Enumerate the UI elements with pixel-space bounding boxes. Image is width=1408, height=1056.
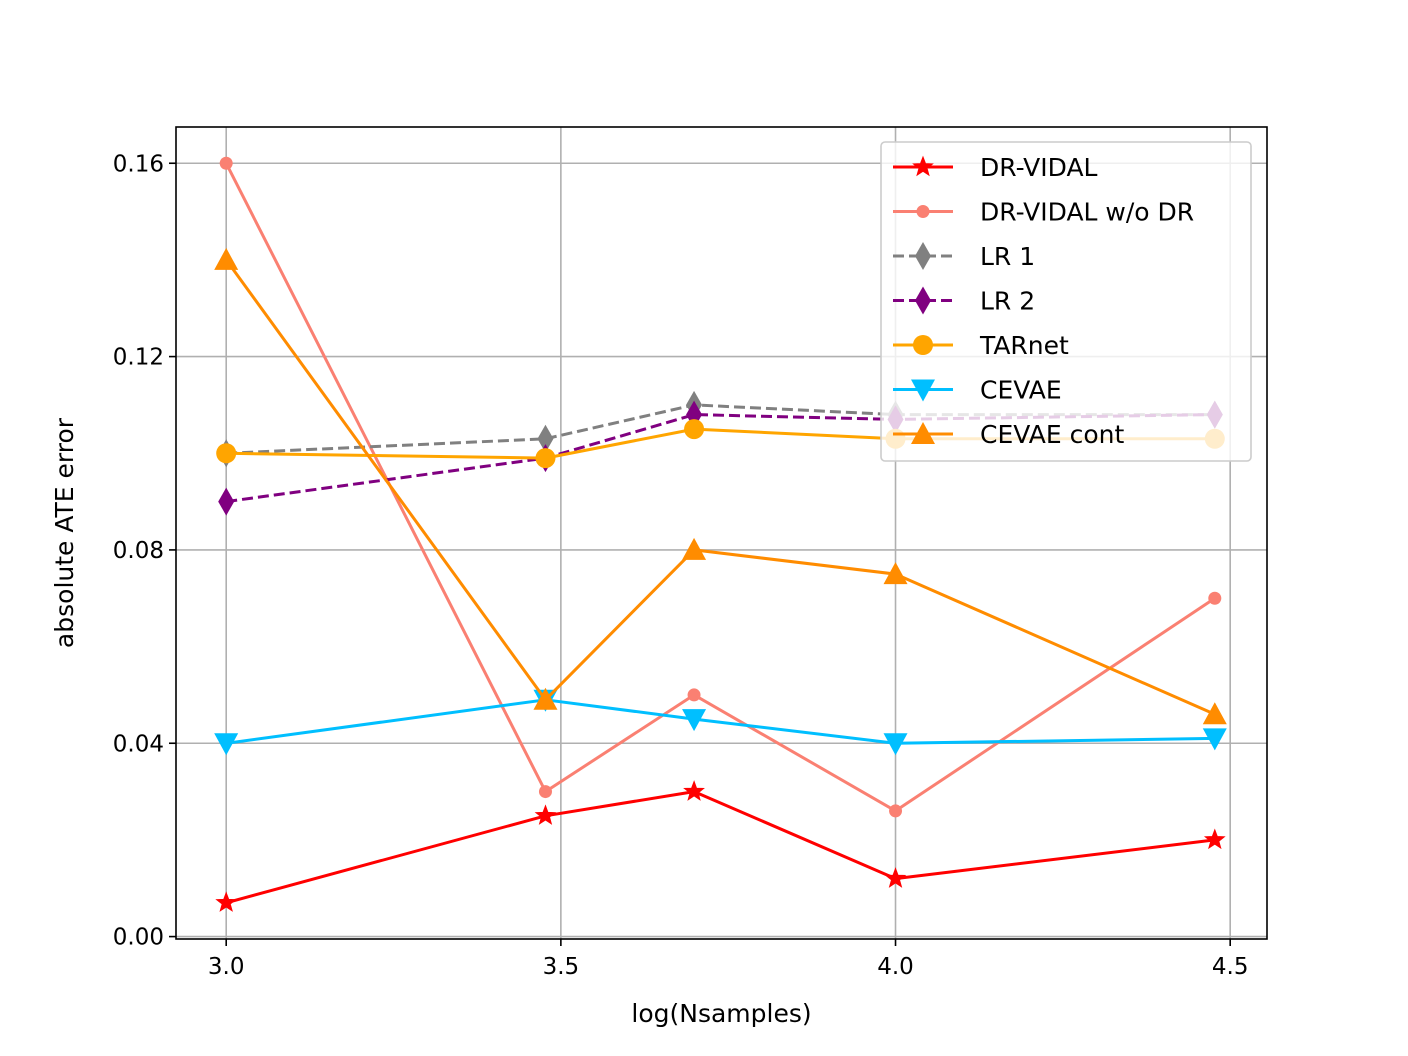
data-point — [214, 733, 239, 756]
legend-label: CEVAE cont — [980, 420, 1124, 449]
legend-label: TARnet — [979, 331, 1069, 360]
data-point — [216, 443, 237, 464]
series-cevae-cont — [214, 247, 1227, 725]
x-tick-label: 4.5 — [1212, 954, 1249, 980]
data-point — [214, 247, 239, 270]
data-point — [683, 780, 705, 801]
data-point — [215, 891, 238, 912]
x-tick-label: 3.5 — [543, 954, 580, 980]
data-point — [1202, 728, 1227, 751]
legend-marker — [912, 155, 934, 177]
legend-marker — [915, 286, 931, 315]
y-axis-label: absolute ATE error — [50, 417, 79, 648]
y-tick-label: 0.16 — [113, 151, 164, 177]
legend-label: DR-VIDAL w/o DR — [980, 198, 1194, 227]
data-point — [538, 785, 552, 799]
legend-marker — [916, 205, 930, 218]
data-point — [687, 688, 701, 702]
data-point — [537, 424, 554, 453]
data-point — [218, 487, 235, 516]
data-point — [1203, 828, 1226, 850]
y-tick-label: 0.08 — [113, 538, 164, 564]
data-point — [1202, 702, 1227, 725]
legend-marker — [911, 379, 935, 402]
axes: 3.0 3.5 4.0 4.5 0.00 0.04 0.08 0.12 0.16 — [113, 151, 1249, 980]
data-point — [884, 867, 907, 888]
legend-marker — [911, 422, 935, 444]
x-axis-label: log(Nsamples) — [631, 999, 811, 1028]
data-point — [535, 448, 556, 469]
x-tick-label: 3.0 — [208, 954, 245, 980]
data-point — [684, 419, 705, 440]
series-dr-vidal-w-o-dr — [219, 156, 1222, 818]
data-point — [1208, 591, 1222, 605]
y-tick-label: 0.04 — [113, 731, 164, 757]
plot-frame — [175, 126, 1268, 940]
data-point — [533, 687, 558, 710]
data-point — [682, 709, 707, 732]
series-cevae — [214, 689, 1227, 756]
legend-marker — [913, 335, 933, 355]
data-point — [883, 733, 908, 756]
legend-label: DR-VIDAL — [980, 153, 1098, 182]
data-point — [883, 562, 908, 585]
data-point — [534, 804, 557, 825]
data-point — [889, 804, 903, 818]
series-dr-vidal — [215, 780, 1226, 912]
legend-marker — [915, 242, 931, 270]
y-tick-label: 0.00 — [113, 925, 164, 951]
legend-label: LR 1 — [980, 242, 1035, 271]
y-tick-label: 0.12 — [113, 345, 164, 371]
legend-label: CEVAE — [980, 376, 1062, 405]
data-point — [682, 537, 707, 560]
x-tick-label: 4.0 — [877, 954, 914, 980]
data-point — [219, 156, 233, 170]
legend: DR-VIDAL DR-VIDAL w/o DR LR 1 LR 2 TARnet CEV… — [880, 141, 1252, 462]
legend-box — [880, 141, 1252, 462]
legend-label: LR 2 — [980, 287, 1035, 316]
